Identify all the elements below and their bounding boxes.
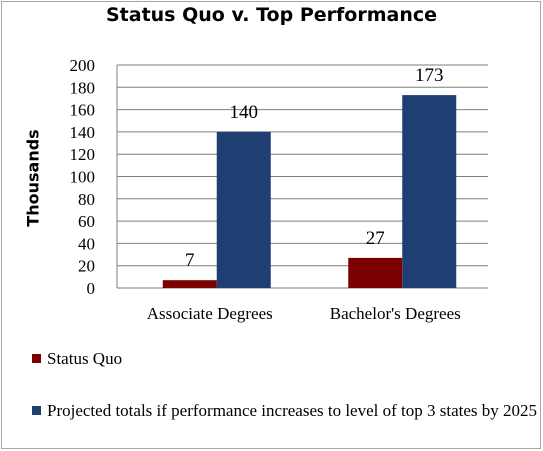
data-label-1-1: 173 [415, 65, 444, 86]
y-tick-label-100: 100 [70, 168, 96, 187]
y-tick-label-120: 120 [70, 145, 96, 164]
y-tick-label-60: 60 [78, 212, 95, 231]
legend-swatch-status-quo [32, 354, 41, 363]
legend-item-status-quo: Status Quo [32, 348, 537, 369]
x-category-label-0: Associate Degrees [147, 304, 273, 323]
bar-1-0 [216, 131, 271, 288]
legend-swatch-projected [32, 406, 41, 415]
legend-item-projected: Projected totals if performance increase… [32, 400, 537, 421]
data-label-1-0: 140 [230, 102, 259, 123]
x-category-label-1: Bachelor's Degrees [330, 304, 461, 323]
legend-label-status-quo: Status Quo [47, 349, 123, 368]
y-tick-label-40: 40 [78, 234, 95, 253]
bar-0-0 [162, 280, 217, 288]
data-label-0-1: 27 [366, 228, 385, 249]
y-tick-label-200: 200 [70, 56, 96, 75]
y-tick-label-20: 20 [78, 257, 95, 276]
bar-1-1 [402, 95, 457, 288]
y-tick-label-140: 140 [70, 123, 96, 142]
legend-label-projected: Projected totals if performance increase… [47, 401, 538, 420]
chart-title: Status Quo v. Top Performance [105, 4, 437, 26]
y-tick-label-0: 0 [87, 279, 96, 298]
bar-0-1 [348, 257, 403, 288]
y-tick-label-80: 80 [78, 190, 95, 209]
y-tick-label-180: 180 [70, 78, 96, 97]
y-tick-label-160: 160 [70, 101, 96, 120]
data-label-0-0: 7 [185, 250, 195, 271]
